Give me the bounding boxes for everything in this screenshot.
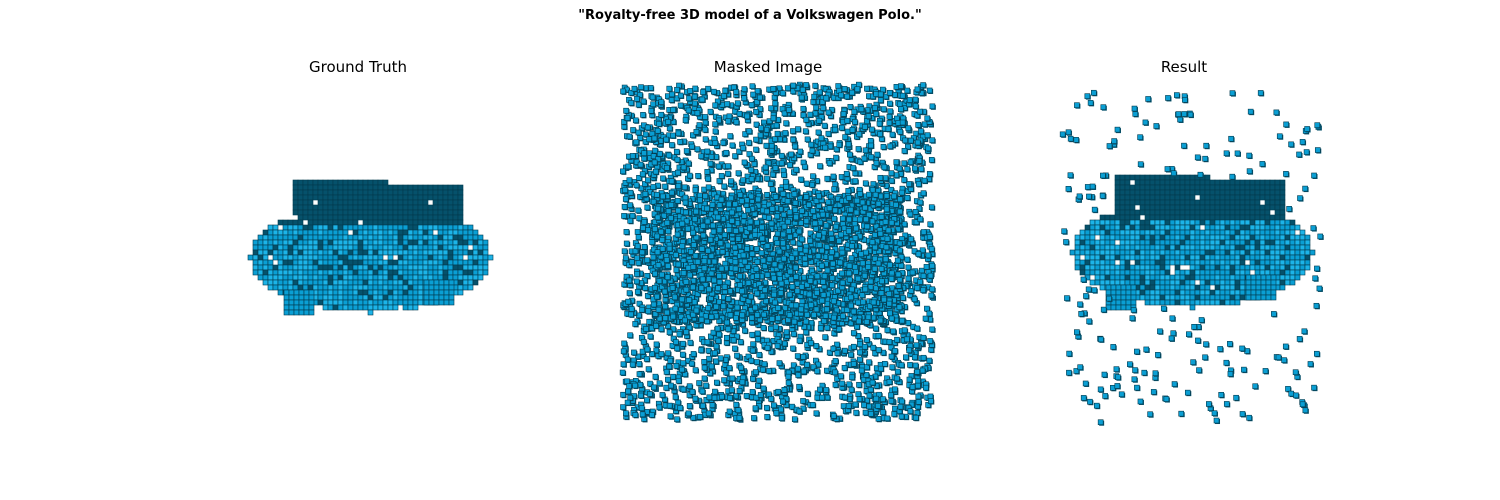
figure-suptitle: "Royalty-free 3D model of a Volkswagen P… [578, 8, 922, 23]
panel-title-result: Result [1160, 58, 1208, 76]
result-voxel-car [1059, 89, 1324, 426]
panel-title-masked-image: Masked Image [713, 58, 823, 76]
panel-title-ground-truth: Ground Truth [309, 58, 407, 76]
masked-image-voxels [619, 81, 936, 423]
ground-truth-voxel-car [247, 179, 494, 316]
